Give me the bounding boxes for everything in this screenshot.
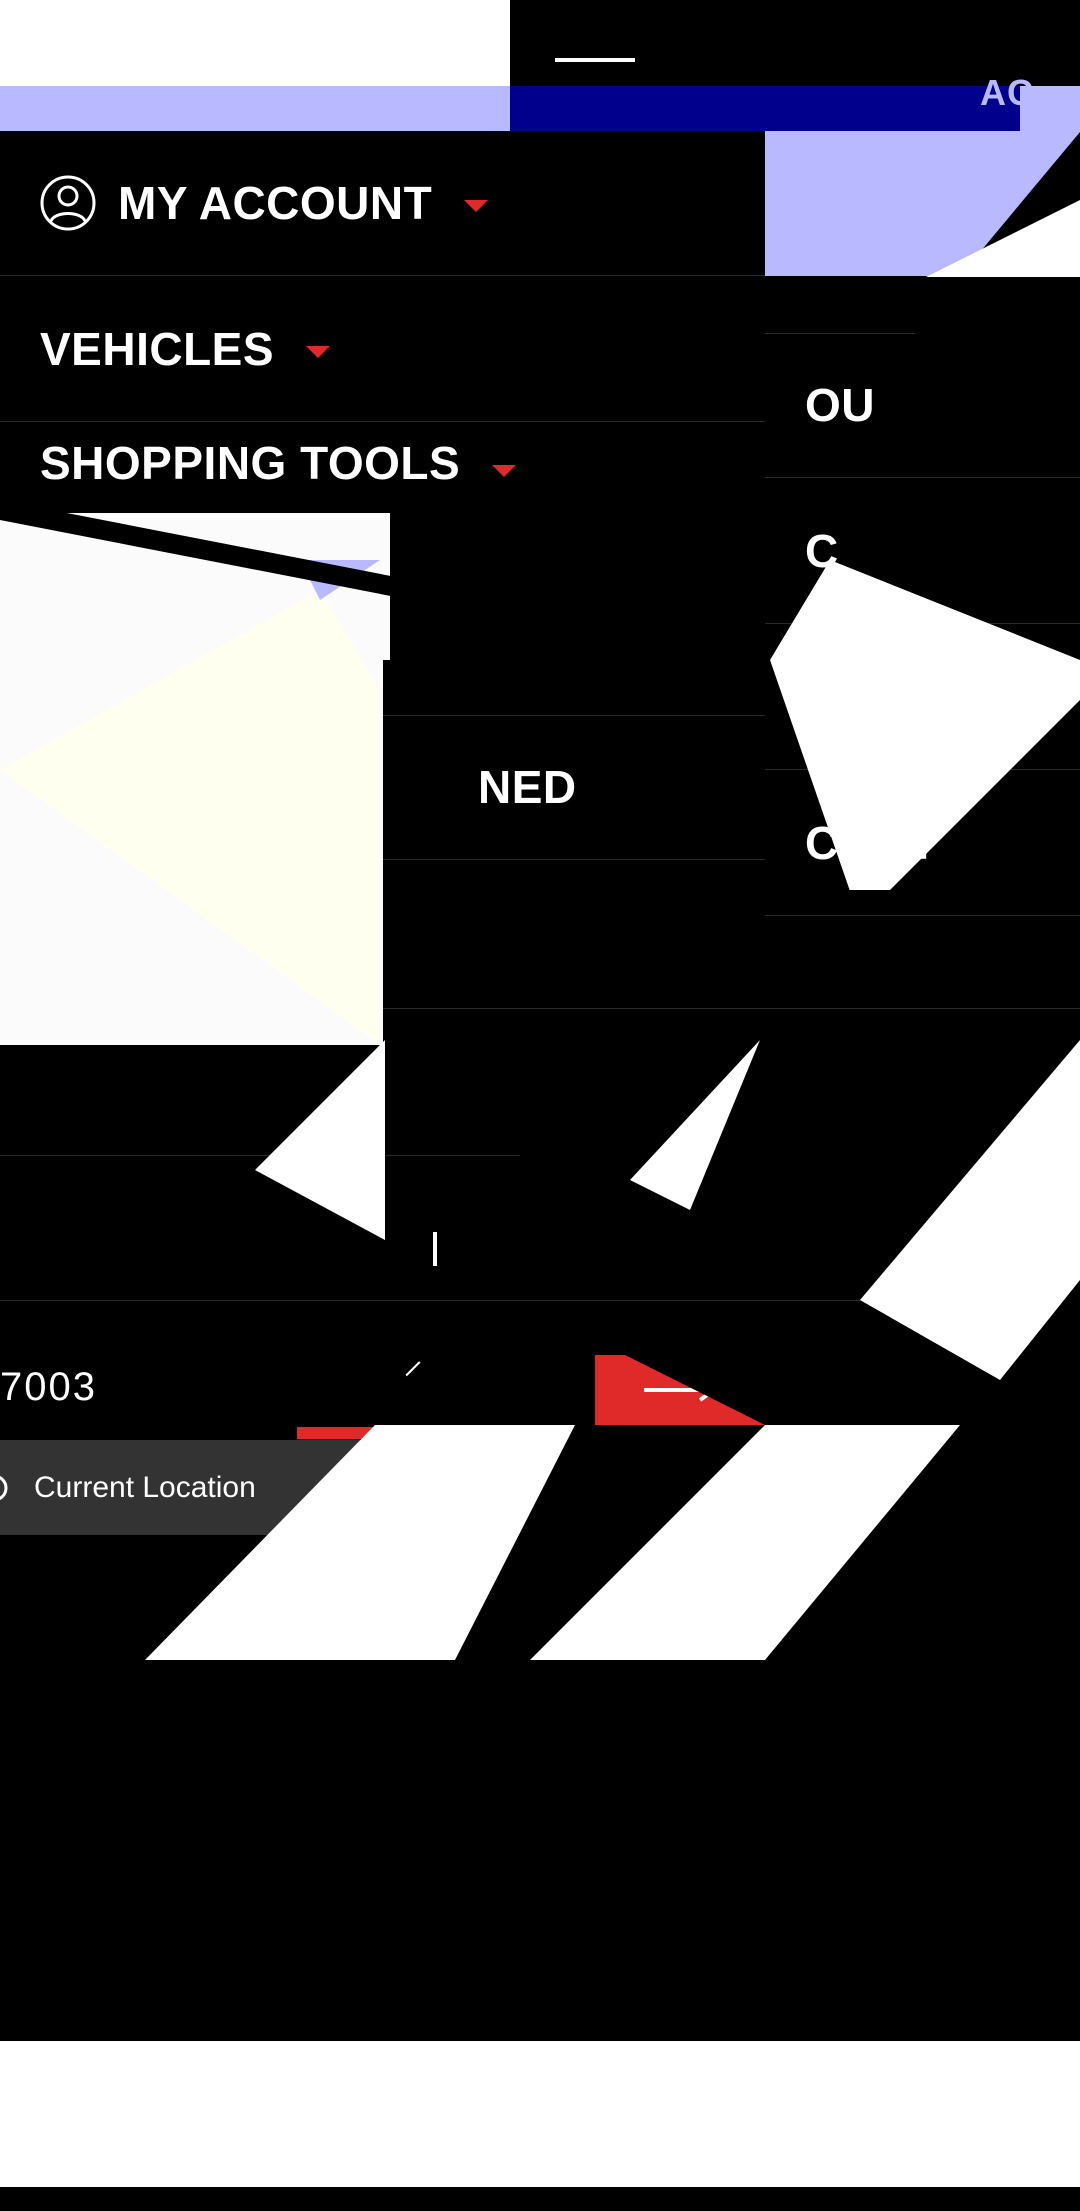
map-pin-icon xyxy=(0,1474,8,1501)
caret-down-icon[interactable] xyxy=(306,346,331,358)
divider xyxy=(383,715,765,716)
menu-item-middle-1[interactable]: NED xyxy=(383,715,765,860)
glitch-glyph: ⸝ xyxy=(403,1338,423,1382)
menu-item-vehicles[interactable]: VEHICLES xyxy=(0,277,765,422)
divider xyxy=(383,1008,1080,1009)
header-bar-accent xyxy=(510,86,1020,131)
menu-item-my-account[interactable]: MY ACCOUNT xyxy=(0,131,765,276)
arrow-right-icon xyxy=(644,1378,718,1402)
menu-item-label: VEHICLES xyxy=(40,323,275,375)
current-location-label: Current Location xyxy=(34,1470,256,1504)
background-shard xyxy=(530,1425,960,1660)
zip-code-input[interactable]: 7003 xyxy=(0,1365,97,1409)
submit-location-button[interactable] xyxy=(595,1355,765,1425)
text-cursor xyxy=(433,1232,437,1266)
menu-item-shopping-tools[interactable]: SHOPPING TOOLS xyxy=(0,423,765,513)
background-shard xyxy=(255,1040,385,1240)
divider xyxy=(0,1300,860,1301)
caret-down-icon[interactable] xyxy=(492,465,517,477)
divider xyxy=(765,333,915,334)
menu-item-label: MY ACCOUNT xyxy=(118,177,433,229)
header-fragment-text: AC xyxy=(980,72,1034,113)
divider xyxy=(0,1155,520,1156)
menu-item-label: NED xyxy=(478,761,577,813)
caret-down-icon[interactable] xyxy=(464,200,489,212)
menu-item-right-1[interactable]: OU xyxy=(765,333,1080,478)
bottom-white-band xyxy=(0,2041,1080,2187)
menu-item-label: SHOPPING TOOLS xyxy=(40,437,461,489)
menu-item-label: OU xyxy=(805,379,875,431)
header-menu-line xyxy=(555,58,635,62)
user-circle-icon xyxy=(40,175,96,231)
